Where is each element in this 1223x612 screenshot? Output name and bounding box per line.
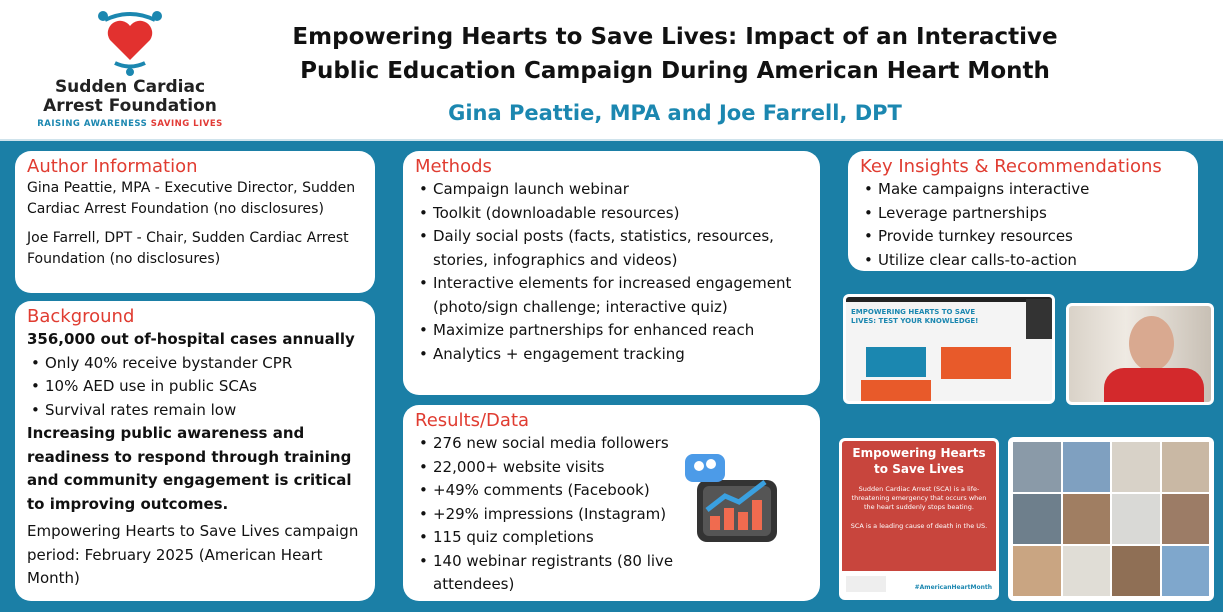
heart-logo-icon: [98, 11, 162, 76]
list-item: Analytics + engagement tracking: [415, 343, 808, 367]
poster-title: Empowering Hearts to Save Lives: Impact …: [292, 24, 1058, 84]
background-emphasis: Increasing public awareness and readines…: [27, 424, 352, 513]
list-item: 10% AED use in public SCAs: [27, 375, 363, 399]
list-item: Make campaigns interactive: [860, 178, 1186, 202]
list-item: Maximize partnerships for enhanced reach: [415, 319, 808, 343]
foundation-logo-small: [846, 576, 886, 592]
social-post-card: Empowering Hearts to Save Lives Sudden C…: [839, 438, 999, 600]
author-information-section: Author Information Gina Peattie, MPA - E…: [15, 151, 375, 293]
analytics-chart-icon: [685, 454, 777, 542]
social-card-text: SCA is a leading cause of death in the U…: [850, 522, 988, 530]
webinar-slide-screenshot: EMPOWERING HEARTS TO SAVE LIVES: TEST YO…: [843, 294, 1055, 404]
list-item: 140 webinar registrants (80 live attende…: [415, 550, 695, 597]
social-card-title: Empowering Hearts to Save Lives: [852, 446, 986, 476]
list-item: Utilize clear calls-to-action: [860, 249, 1186, 273]
hashtag: #AmericanHeartMonth: [914, 584, 992, 591]
section-heading: Methods: [415, 156, 492, 177]
slide-title: EMPOWERING HEARTS TO SAVE LIVES: TEST YO…: [851, 308, 979, 325]
list-item: Only 40% receive bystander CPR: [27, 352, 363, 376]
author-entry: Gina Peattie, MPA - Executive Director, …: [27, 180, 356, 217]
foundation-logo: Sudden Cardiac Arrest Foundation RAISING …: [20, 8, 240, 138]
poster-header: Sudden Cardiac Arrest Foundation RAISING …: [0, 0, 1223, 141]
list-item: Interactive elements for increased engag…: [415, 272, 808, 319]
author-entry: Joe Farrell, DPT - Chair, Sudden Cardiac…: [27, 230, 349, 267]
photo-challenge-collage: [1008, 437, 1214, 601]
methods-section: Methods Campaign launch webinar Toolkit …: [403, 151, 820, 395]
background-section: Background 356,000 out of-hospital cases…: [15, 301, 375, 601]
list-item: +29% impressions (Instagram): [415, 503, 695, 527]
section-heading: Key Insights & Recommendations: [860, 156, 1162, 177]
list-item: 276 new social media followers: [415, 432, 695, 456]
webinar-video-still: [1066, 303, 1214, 405]
list-item: Daily social posts (facts, statistics, r…: [415, 225, 808, 272]
list-item: Toolkit (downloadable resources): [415, 202, 808, 226]
section-heading: Author Information: [27, 156, 198, 177]
background-lead: 356,000 out of-hospital cases annually: [27, 330, 355, 348]
logo-tagline: RAISING AWARENESS SAVING LIVES: [37, 119, 223, 129]
list-item: 22,000+ website visits: [415, 456, 695, 480]
list-item: Campaign launch webinar: [415, 178, 808, 202]
list-item: +49% comments (Facebook): [415, 479, 695, 503]
section-heading: Background: [27, 306, 135, 327]
list-item: Provide turnkey resources: [860, 225, 1186, 249]
social-card-text: Sudden Cardiac Arrest (SCA) is a life-th…: [851, 485, 987, 511]
poster-authors: Gina Peattie, MPA and Joe Farrell, DPT: [448, 101, 902, 125]
key-insights-section: Key Insights & Recommendations Make camp…: [848, 151, 1198, 273]
logo-name: Sudden Cardiac Arrest Foundation: [43, 77, 217, 116]
list-item: Leverage partnerships: [860, 202, 1186, 226]
campaign-period-note: Empowering Hearts to Save Lives campaign…: [27, 522, 359, 587]
results-section: Results/Data 276 new social media follow…: [403, 405, 820, 601]
list-item: 115 quiz completions: [415, 526, 695, 550]
section-heading: Results/Data: [415, 410, 530, 431]
list-item: Survival rates remain low: [27, 399, 363, 423]
